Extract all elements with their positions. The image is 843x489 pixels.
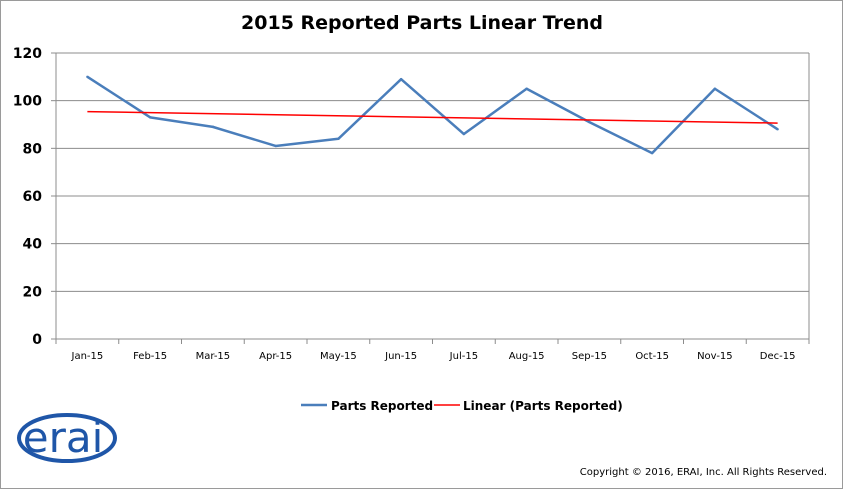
x-tick-label-May-15: May-15 [320,351,357,362]
x-tick-label-Aug-15: Aug-15 [509,351,545,362]
data-point-Feb-15 [148,116,152,119]
trendline-linear [87,110,778,124]
data-point-Sep-15 [588,120,591,124]
y-tick-label-20: 20 [23,284,43,300]
series-line-parts-reported [86,75,779,155]
y-tick-label-120: 120 [13,46,42,62]
data-point-Aug-15 [525,87,528,90]
data-point-Oct-15 [650,151,654,155]
axes: 0 20 40 60 80 100 120 Jan-15 Feb-15 Mar-15 Apr-15 M… [13,46,810,362]
x-tick-label-Dec-15: Dec-15 [760,351,796,362]
x-tick-label-Jul-15: Jul-15 [449,351,478,362]
x-tick-label-Apr-15: Apr-15 [259,351,292,362]
data-point-Apr-15 [274,144,277,148]
data-point-May-15 [337,137,340,140]
data-point-Jan-15 [86,75,89,79]
data-point-Nov-15 [713,87,717,90]
y-tick-label-80: 80 [23,141,43,157]
copyright-text: Copyright © 2016, ERAI, Inc. All Rights … [580,467,827,478]
y-tick-label-0: 0 [32,332,42,348]
legend-label-linear: Linear (Parts Reported) [463,399,623,413]
data-point-Jun-15 [399,78,403,81]
x-tick-label-Sep-15: Sep-15 [572,351,607,362]
y-tick-label-60: 60 [23,189,43,205]
data-point-Jul-15 [462,132,466,136]
gridlines [56,52,809,292]
legend-label-parts-reported: Parts Reported [331,399,433,413]
x-tick-label-Jan-15: Jan-15 [71,351,104,362]
chart-title: 2015 Reported Parts Linear Trend [241,12,603,34]
data-point-Dec-15 [776,128,779,131]
logo-ellipse [17,413,117,463]
x-tick-label-Jun-15: Jun-15 [384,351,417,362]
x-tick-label-Feb-15: Feb-15 [133,351,167,362]
plot-area [86,75,779,155]
logo-text: erai [23,413,104,462]
x-tick-label-Mar-15: Mar-15 [196,351,231,362]
data-point-Mar-15 [211,125,215,129]
y-tick-label-40: 40 [23,237,43,253]
erai-logo: erai [17,413,117,463]
x-tick-label-Nov-15: Nov-15 [697,351,733,362]
x-tick-label-Oct-15: Oct-15 [635,351,669,362]
legend: Parts Reported Linear (Parts Reported) [301,399,623,413]
y-tick-label-100: 100 [13,94,42,110]
